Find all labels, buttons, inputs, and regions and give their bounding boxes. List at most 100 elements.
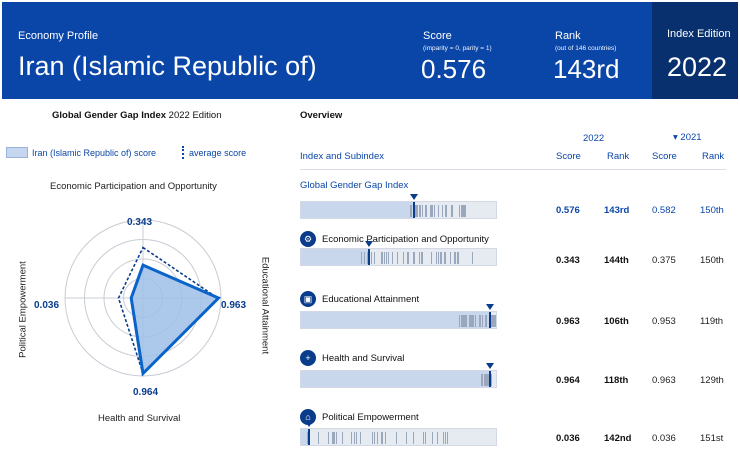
distribution-bar-2 bbox=[300, 304, 497, 329]
country-tick bbox=[432, 432, 433, 444]
country-tick bbox=[419, 252, 420, 264]
country-tick bbox=[465, 315, 466, 327]
rank-2021: 119th bbox=[700, 316, 724, 327]
rank-2021: 151st bbox=[700, 433, 724, 444]
country-tick bbox=[430, 205, 431, 217]
country-marker bbox=[368, 249, 370, 265]
row-name: Economic Participation and Opportunity bbox=[322, 233, 489, 245]
country-tick bbox=[445, 432, 446, 444]
score-fill bbox=[301, 429, 308, 445]
col-score-2021: Score bbox=[652, 151, 677, 162]
country-tick bbox=[361, 252, 362, 264]
row-name: Health and Survival bbox=[322, 352, 405, 364]
country-tick bbox=[386, 252, 387, 264]
radar-legend: Iran (Islamic Republic of) score average… bbox=[6, 146, 246, 159]
country-tick bbox=[334, 432, 335, 444]
country-tick bbox=[441, 252, 442, 264]
score-2021: 0.963 bbox=[652, 375, 676, 386]
score-polygon bbox=[129, 263, 222, 377]
country-tick bbox=[417, 205, 418, 217]
country-tick bbox=[371, 252, 372, 264]
score-2022: 0.963 bbox=[556, 316, 580, 327]
country-tick bbox=[388, 252, 389, 264]
country-tick bbox=[406, 432, 407, 444]
country-tick bbox=[475, 315, 476, 327]
country-tick bbox=[471, 315, 472, 327]
country-marker bbox=[489, 312, 491, 328]
edition-label: Index Edition bbox=[667, 28, 731, 40]
country-tick bbox=[482, 374, 483, 386]
rank-label: Rank bbox=[555, 30, 581, 42]
row-title-1: ⚙ Economic Participation and Opportunity bbox=[300, 231, 489, 247]
country-tick bbox=[445, 252, 446, 264]
country-tick bbox=[385, 432, 386, 444]
radar-axis-economic: Economic Participation and Opportunity bbox=[50, 181, 217, 192]
radar-axis-health: Health and Survival bbox=[98, 413, 181, 424]
score-2022: 0.964 bbox=[556, 375, 580, 386]
country-tick bbox=[392, 252, 393, 264]
country-tick bbox=[472, 252, 473, 264]
score-2022: 0.036 bbox=[556, 433, 580, 444]
country-tick bbox=[461, 205, 462, 217]
country-tick bbox=[411, 205, 412, 217]
country-tick bbox=[443, 432, 444, 444]
country-tick bbox=[367, 252, 368, 264]
country-tick bbox=[494, 315, 495, 327]
country-tick bbox=[426, 205, 427, 217]
radar-axis-educational: Educational Attainment bbox=[259, 256, 271, 355]
country-tick bbox=[408, 252, 409, 264]
country-tick bbox=[491, 374, 492, 386]
health-icon: + bbox=[300, 350, 316, 366]
country-tick bbox=[307, 432, 308, 444]
country-tick bbox=[364, 252, 365, 264]
country-tick bbox=[459, 315, 460, 327]
country-tick bbox=[382, 252, 383, 264]
score-2021: 0.375 bbox=[652, 255, 676, 266]
country-tick bbox=[495, 315, 496, 327]
country-tick bbox=[372, 432, 373, 444]
country-tick bbox=[440, 252, 441, 264]
header-divider bbox=[300, 169, 726, 170]
country-tick bbox=[384, 252, 385, 264]
country-tick bbox=[444, 252, 445, 264]
country-tick bbox=[351, 432, 352, 444]
country-tick bbox=[459, 205, 460, 217]
score-fill bbox=[301, 202, 413, 218]
country-tick bbox=[410, 205, 411, 217]
radar-value-educational: 0.963 bbox=[221, 300, 247, 311]
country-tick bbox=[472, 315, 473, 327]
country-tick bbox=[487, 374, 488, 386]
country-tick bbox=[458, 252, 459, 264]
country-tick bbox=[463, 315, 464, 327]
score-2022: 0.576 bbox=[556, 205, 580, 216]
row-title-3: + Health and Survival bbox=[300, 350, 404, 366]
rank-sub: (out of 146 countries) bbox=[555, 45, 617, 52]
country-marker bbox=[308, 429, 310, 445]
country-tick bbox=[486, 315, 487, 327]
country-tick bbox=[492, 315, 493, 327]
marker-arrow-icon bbox=[486, 363, 494, 369]
country-tick bbox=[416, 205, 417, 217]
row-title-0: Global Gender Gap Index bbox=[300, 180, 408, 191]
score-2022: 0.343 bbox=[556, 255, 580, 266]
score-2021: 0.582 bbox=[652, 205, 676, 216]
rank-2021: 150th bbox=[700, 205, 724, 216]
col-rank: Rank bbox=[607, 151, 630, 162]
edition-box: Index Edition 2022 bbox=[652, 2, 738, 99]
country-tick bbox=[434, 205, 435, 217]
marker-arrow-icon bbox=[305, 421, 313, 427]
col-rank-2021: Rank bbox=[702, 151, 725, 162]
country-tick bbox=[431, 205, 432, 217]
country-tick bbox=[425, 432, 426, 444]
score-fill bbox=[301, 312, 489, 328]
radar-title: Global Gender Gap Index 2022 Edition bbox=[52, 110, 222, 121]
distribution-bar-0 bbox=[300, 194, 497, 219]
country-tick bbox=[333, 432, 334, 444]
country-tick bbox=[437, 432, 438, 444]
profile-label: Economy Profile bbox=[18, 30, 99, 42]
country-tick bbox=[485, 315, 486, 327]
year-2021-dropdown[interactable]: ▾ 2021 bbox=[673, 132, 702, 143]
row-name: Educational Attainment bbox=[322, 293, 420, 305]
country-tick bbox=[354, 432, 355, 444]
country-tick bbox=[356, 432, 357, 444]
